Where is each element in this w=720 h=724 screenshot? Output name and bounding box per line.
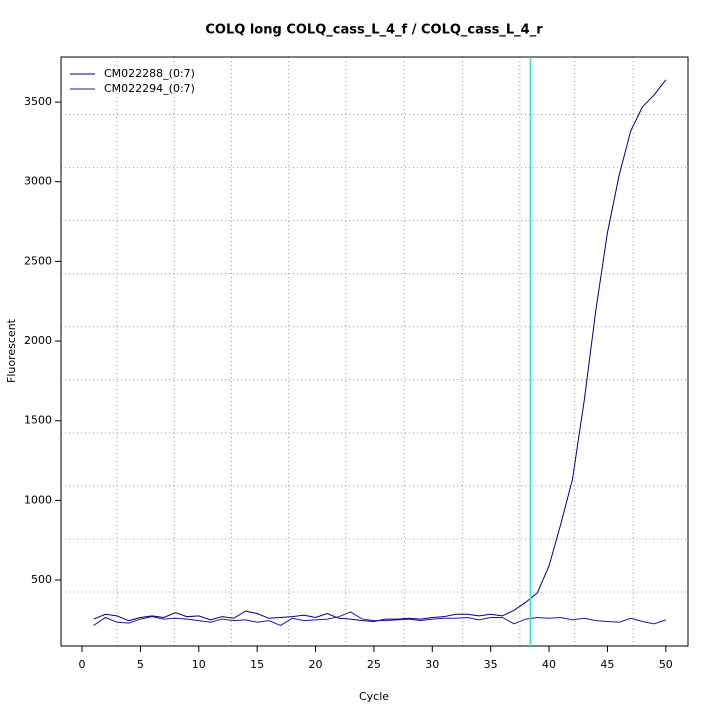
x-tick-label: 0 <box>79 658 86 671</box>
y-tick-label: 3500 <box>24 95 52 108</box>
x-tick-label: 10 <box>192 658 206 671</box>
x-tick-label: 40 <box>542 658 556 671</box>
y-tick-label: 2500 <box>24 254 52 267</box>
x-tick-label: 50 <box>659 658 673 671</box>
x-tick-label: 35 <box>484 658 498 671</box>
y-tick-label: 1000 <box>24 493 52 506</box>
x-tick-label: 15 <box>250 658 264 671</box>
y-axis-label: Fluorescent <box>5 318 18 383</box>
x-tick-label: 25 <box>367 658 381 671</box>
y-tick-label: 1500 <box>24 414 52 427</box>
series-line <box>93 611 666 627</box>
legend-label: CM022294_(0:7) <box>104 82 195 95</box>
chart-title: COLQ long COLQ_cass_L_4_f / COLQ_cass_L_… <box>205 23 543 38</box>
x-tick-label: 45 <box>600 658 614 671</box>
y-tick-label: 2000 <box>24 334 52 347</box>
x-tick-label: 5 <box>137 658 144 671</box>
x-axis-label: Cycle <box>359 690 389 703</box>
x-tick-label: 30 <box>425 658 439 671</box>
x-tick-label: 20 <box>309 658 323 671</box>
plot-border <box>60 56 689 647</box>
legend-label: CM022288_(0:7) <box>104 67 195 80</box>
y-tick-label: 500 <box>31 573 52 586</box>
y-tick-label: 3000 <box>24 175 52 188</box>
